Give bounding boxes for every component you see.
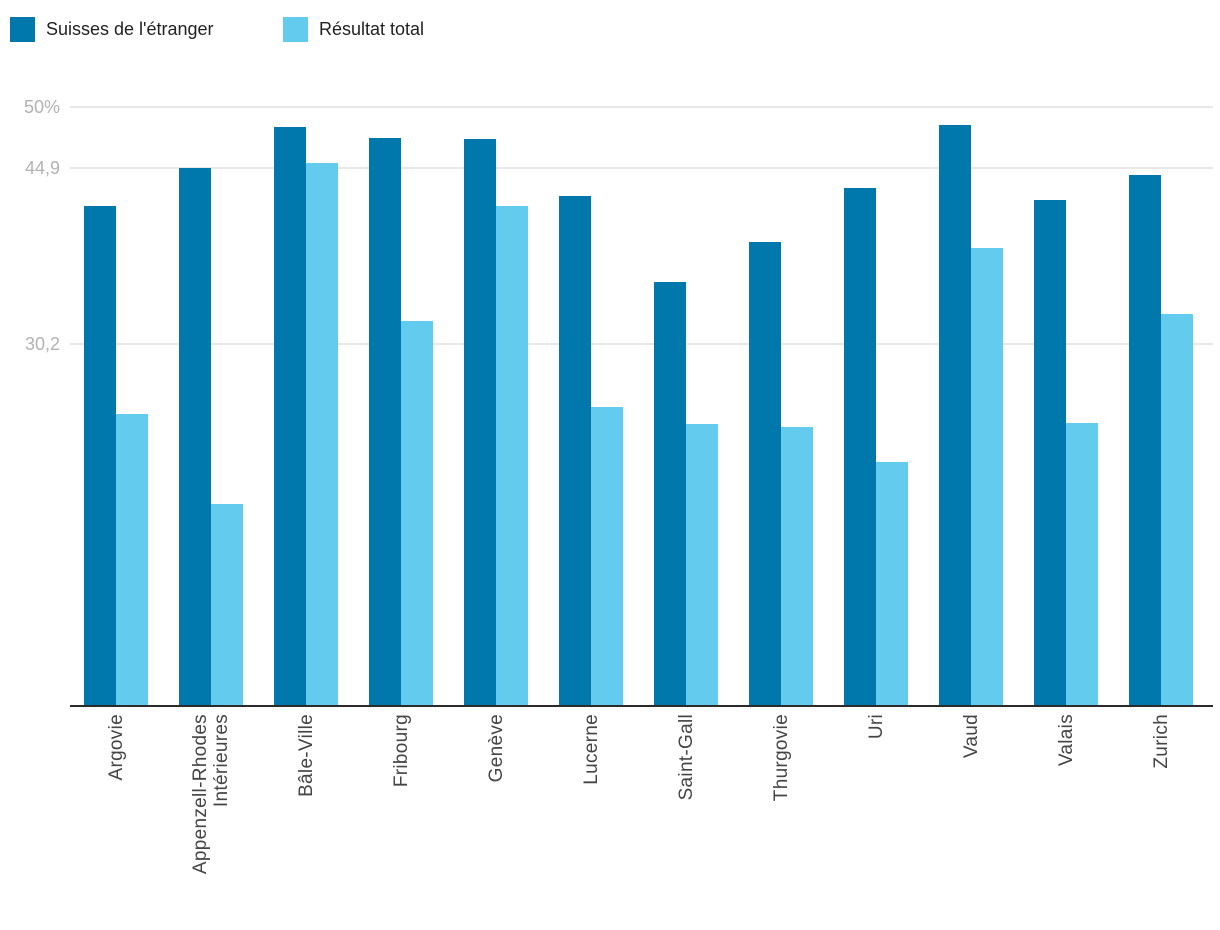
bar-suisses-etranger-10 — [939, 124, 971, 706]
bar-suisses-etranger-1 — [84, 206, 116, 706]
bar-resultat-total-2 — [211, 503, 243, 706]
bar-suisses-etranger-12 — [1129, 175, 1161, 706]
bar-resultat-total-8 — [781, 426, 813, 706]
ytick-label-50: 50% — [23, 97, 60, 117]
bar-suisses-etranger-2 — [179, 168, 211, 706]
ytick-label-30.2: 30,2 — [24, 334, 60, 355]
xtick-label-6: Lucerne — [580, 714, 602, 785]
xtick-label-7: Saint-Gall — [675, 714, 697, 801]
xtick-label-8: Thurgovie — [770, 714, 792, 802]
bar-resultat-total-5 — [496, 206, 528, 706]
bar-suisses-etranger-11 — [1034, 200, 1066, 706]
bar-suisses-etranger-4 — [369, 138, 401, 706]
legend-item-suisses-etranger: Suisses de l'étranger — [10, 15, 214, 43]
bar-resultat-total-4 — [401, 321, 433, 706]
bar-suisses-etranger-5 — [464, 139, 496, 706]
legend-label-suisses-etranger: Suisses de l'étranger — [46, 18, 214, 39]
bar-resultat-total-6 — [591, 406, 623, 706]
bar-resultat-total-11 — [1066, 423, 1098, 706]
bar-resultat-total-12 — [1161, 314, 1193, 706]
x-axis-line — [70, 705, 1213, 707]
bar-suisses-etranger-9 — [844, 188, 876, 706]
xtick-label-3: Bâle-Ville — [295, 714, 317, 797]
bar-resultat-total-10 — [971, 248, 1003, 706]
legend-item-resultat-total: Résultat total — [283, 15, 424, 43]
bar-resultat-total-9 — [876, 461, 908, 706]
xtick-label-4: Fribourg — [390, 714, 412, 788]
bar-suisses-etranger-8 — [749, 242, 781, 706]
xtick-label-5: Genève — [485, 714, 507, 783]
xtick-label-1: Argovie — [105, 714, 127, 781]
legend-label-resultat-total: Résultat total — [319, 18, 425, 39]
gridline-44.9 — [70, 167, 1213, 170]
bar-resultat-total-7 — [686, 424, 718, 706]
legend-swatch-resultat-total — [283, 16, 308, 42]
xtick-label-10: Vaud — [960, 714, 982, 759]
gridline-50 — [70, 106, 1213, 108]
bar-suisses-etranger-7 — [654, 281, 686, 706]
xtick-label-2: Appenzell-Rhodes Intérieures — [190, 714, 232, 875]
bar-resultat-total-3 — [306, 163, 338, 706]
gridline-30.2 — [70, 343, 1213, 346]
xtick-label-11: Valais — [1055, 714, 1077, 767]
bar-suisses-etranger-6 — [559, 195, 591, 706]
bar-resultat-total-1 — [116, 413, 148, 706]
bar-suisses-etranger-3 — [274, 127, 306, 706]
xtick-label-12: Zurich — [1150, 714, 1172, 769]
xtick-label-9: Uri — [865, 714, 887, 740]
legend-swatch-suisses-etranger — [10, 16, 35, 42]
ytick-label-44.9: 44,9 — [24, 158, 60, 179]
